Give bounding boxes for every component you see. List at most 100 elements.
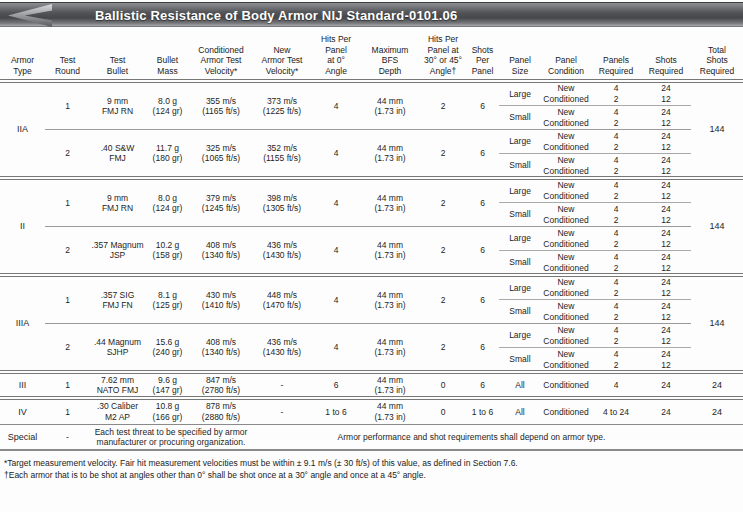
hits-at-0-cell: 1 to 6 [312,398,360,424]
conditioned-velocity-cell: 408 m/s(1340 ft/s) [190,227,252,276]
panel-condition-cell: New [541,300,591,312]
hits-at-0-cell: 4 [312,324,360,373]
column-header-2: TestBullet [90,30,145,81]
test-round-cell: 1 [45,372,90,398]
total-shots-cell: 24 [691,398,743,424]
shots-required-cell: 24 [641,203,691,215]
bullet-mass-cell: 8.0 g(124 gr) [145,81,190,130]
bullet-mass-cell: 8.1 g(125 gr) [145,275,190,324]
panel-condition-cell: Conditioned [541,398,591,424]
shots-required-cell: 24 [641,398,691,424]
column-header-1: TestRound [45,30,90,81]
title-banner: Ballistic Resistance of Body Armor NIJ S… [0,2,743,27]
column-header-9: ShotsPerPanel [466,30,499,81]
panel-size-cell: Small [499,348,541,373]
chevron-left-icon [8,4,52,27]
panel-condition-cell: Conditioned [541,239,591,251]
panels-required-cell: 2 [591,191,641,203]
special-performance-text: Armor performance and shot requirements … [252,424,691,450]
panels-required-cell: 4 [591,372,641,398]
column-header-10: PanelSize [499,30,541,81]
conditioned-velocity-cell: 408 m/s(1340 ft/s) [190,324,252,373]
hits-at-0-cell: 4 [312,275,360,324]
conditioned-velocity-cell: 430 m/s(1410 ft/s) [190,275,252,324]
shots-per-panel-cell: 6 [466,178,499,227]
hits-at-0-cell: 6 [312,372,360,398]
total-shots-cell [691,424,743,450]
column-header-7: MaximumBFSDepth [360,30,420,81]
shots-per-panel-cell: 6 [466,130,499,179]
max-bfs-cell: 44 mm(1.73 in) [360,398,420,424]
table-header: ArmorTypeTestRoundTestBulletBulletMassCo… [0,30,743,81]
shots-required-cell: 24 [641,81,691,94]
new-velocity-cell: 448 m/s(1470 ft/s) [252,275,312,324]
test-round-cell: 2 [45,227,90,276]
panels-required-cell: 2 [591,215,641,227]
test-bullet-cell: .357 SIGFMJ FN [90,275,145,324]
panel-condition-cell: New [541,348,591,360]
test-round-cell: 2 [45,130,90,179]
shots-required-cell: 12 [641,239,691,251]
column-header-14: TotalShotsRequired [691,30,743,81]
max-bfs-cell: 44 mm(1.73 in) [360,81,420,130]
max-bfs-cell: 44 mm(1.73 in) [360,227,420,276]
panels-required-cell: 2 [591,166,641,179]
panel-condition-cell: New [541,130,591,142]
shots-required-cell: 12 [641,94,691,106]
panels-required-cell: 2 [591,263,641,276]
panel-condition-cell: Conditioned [541,215,591,227]
new-velocity-cell: 373 m/s(1225 ft/s) [252,81,312,130]
total-shots-cell: 144 [691,81,743,178]
new-velocity-cell: - [252,398,312,424]
conditioned-velocity-cell: 878 m/s(2880 ft/s) [190,398,252,424]
panel-condition-cell: Conditioned [541,360,591,373]
table-row-special: Special-Each test threat to be specified… [0,424,743,450]
shots-required-cell: 24 [641,372,691,398]
hits-at-30-45-cell: 2 [420,178,466,227]
column-header-13: ShotsRequired [641,30,691,81]
bullet-mass-cell: 8.0 g(124 gr) [145,178,190,227]
table-row: IIA19 mmFMJ RN8.0 g(124 gr)355 m/s(1165 … [0,81,743,94]
shots-required-cell: 12 [641,312,691,324]
bullet-mass-cell: 10.2 g(158 gr) [145,227,190,276]
new-velocity-cell: 436 m/s(1430 ft/s) [252,227,312,276]
column-header-11: PanelCondition [541,30,591,81]
hits-at-30-45-cell: 0 [420,398,466,424]
total-shots-cell: 24 [691,372,743,398]
bullet-mass-cell: 15.6 g(240 gr) [145,324,190,373]
column-header-8: Hits PerPanel at30° or 45°Angle† [420,30,466,81]
panels-required-cell: 4 [591,203,641,215]
panels-required-cell: 4 [591,251,641,263]
hits-at-30-45-cell: 2 [420,81,466,130]
new-velocity-cell: 398 m/s(1305 ft/s) [252,178,312,227]
panels-required-cell: 2 [591,94,641,106]
shots-required-cell: 12 [641,336,691,348]
page-title: Ballistic Resistance of Body Armor NIJ S… [95,8,457,23]
shots-required-cell: 12 [641,215,691,227]
shots-per-panel-cell: 6 [466,81,499,130]
panel-size-cell: Large [499,81,541,106]
panel-condition-cell: New [541,81,591,94]
panel-condition-cell: New [541,203,591,215]
panel-size-cell: Large [499,275,541,300]
table-row: IIIA1.357 SIGFMJ FN8.1 g(125 gr)430 m/s(… [0,275,743,288]
max-bfs-cell: 44 mm(1.73 in) [360,324,420,373]
armor-type-cell: II [0,178,45,275]
table-body: IIA19 mmFMJ RN8.0 g(124 gr)355 m/s(1165 … [0,81,743,450]
panels-required-cell: 4 [591,324,641,336]
panel-condition-cell: Conditioned [541,142,591,154]
test-bullet-cell: 7.62 mmNATO FMJ [90,372,145,398]
footnote-velocity: *Target measurement velocity. Fair hit m… [4,457,739,469]
armor-type-cell: IIIA [0,275,45,372]
total-shots-cell: 144 [691,178,743,275]
panels-required-cell: 2 [591,288,641,300]
conditioned-velocity-cell: 355 m/s(1165 ft/s) [190,81,252,130]
panel-size-cell: Small [499,203,541,227]
panel-condition-cell: New [541,227,591,239]
max-bfs-cell: 44 mm(1.73 in) [360,178,420,227]
conditioned-velocity-cell: 847 m/s(2780 ft/s) [190,372,252,398]
shots-required-cell: 12 [641,166,691,179]
armor-table: ArmorTypeTestRoundTestBulletBulletMassCo… [0,30,743,451]
panels-required-cell: 4 [591,300,641,312]
panel-size-cell: All [499,398,541,424]
